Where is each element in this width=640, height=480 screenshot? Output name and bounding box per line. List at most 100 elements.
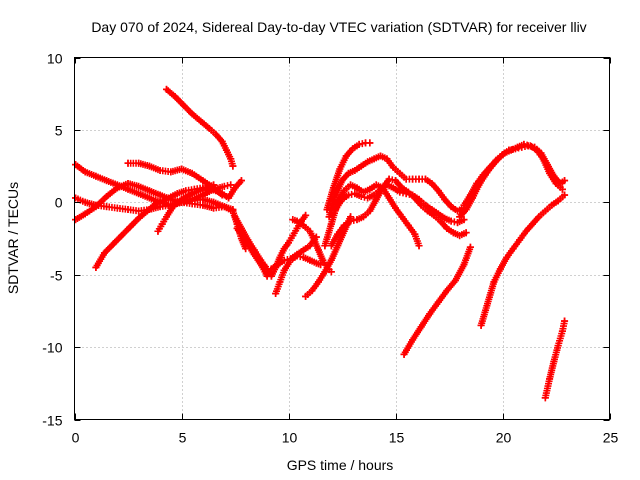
data-point — [377, 185, 385, 193]
data-point — [548, 201, 556, 209]
data-point — [353, 184, 361, 192]
data-point — [124, 179, 132, 187]
data-point — [409, 175, 417, 183]
data-point — [178, 165, 185, 173]
series-track-v — [541, 317, 569, 402]
data-point — [145, 187, 153, 195]
data-point — [355, 140, 363, 148]
data-point — [357, 193, 365, 201]
data-point — [400, 350, 408, 358]
data-point — [306, 256, 314, 264]
data-point — [466, 243, 474, 251]
data-point — [109, 240, 117, 248]
data-point — [456, 232, 464, 240]
data-point — [434, 210, 442, 218]
data-point — [522, 227, 530, 235]
data-point — [402, 190, 410, 198]
data-point — [561, 317, 569, 325]
data-point — [334, 230, 342, 238]
data-point — [156, 198, 164, 206]
data-point — [396, 188, 404, 196]
data-point — [233, 224, 241, 232]
data-point — [561, 177, 569, 185]
data-point — [299, 246, 307, 254]
x-tick-label: 10 — [282, 430, 298, 446]
data-point — [135, 182, 143, 190]
data-point — [404, 221, 412, 229]
data-point — [347, 181, 355, 189]
data-point — [287, 256, 295, 264]
data-point — [306, 227, 314, 235]
data-point — [411, 230, 419, 238]
data-point — [124, 206, 132, 214]
data-point — [499, 151, 506, 159]
data-point — [359, 213, 367, 221]
data-point — [477, 321, 485, 329]
data-point — [293, 252, 301, 260]
data-point — [220, 203, 228, 211]
data-point — [558, 185, 566, 193]
data-point — [124, 159, 132, 167]
data-point — [364, 158, 372, 166]
data-point — [336, 165, 344, 173]
data-point — [454, 219, 462, 227]
data-point — [550, 358, 558, 366]
data-point — [366, 207, 374, 215]
data-point — [492, 156, 500, 164]
data-point — [299, 221, 307, 229]
data-point — [370, 191, 378, 199]
data-point — [188, 190, 196, 198]
data-point — [302, 211, 310, 219]
data-point — [156, 191, 164, 199]
data-point — [188, 110, 196, 118]
data-point — [389, 164, 397, 172]
data-point — [81, 210, 89, 218]
data-point — [263, 272, 271, 280]
data-point — [205, 124, 213, 132]
data-point — [447, 217, 455, 225]
data-point — [327, 256, 335, 264]
data-point — [156, 166, 164, 174]
y-tick-label: 5 — [55, 123, 63, 139]
data-point — [135, 207, 143, 215]
data-point — [332, 206, 340, 214]
data-point — [447, 203, 455, 211]
data-point — [126, 223, 134, 231]
data-point — [347, 217, 355, 225]
data-point — [454, 207, 462, 215]
x-tick-label: 15 — [389, 430, 405, 446]
y-tick-label: -10 — [42, 340, 62, 356]
data-point — [113, 184, 121, 192]
data-point — [118, 232, 126, 240]
data-point — [383, 181, 391, 189]
data-point — [220, 182, 228, 190]
data-point — [344, 169, 352, 177]
data-point — [543, 161, 551, 169]
data-point — [441, 214, 449, 222]
data-point — [372, 195, 380, 203]
data-point — [169, 203, 177, 211]
data-point — [503, 253, 511, 261]
data-point — [428, 179, 436, 187]
data-point — [456, 213, 464, 221]
data-point — [280, 266, 288, 274]
data-point — [327, 268, 335, 276]
data-point — [556, 179, 564, 187]
data-point — [103, 203, 111, 211]
data-point — [314, 278, 322, 286]
data-point — [100, 249, 108, 257]
data-point — [479, 171, 487, 179]
y-tick-label: -5 — [50, 268, 63, 284]
data-point — [173, 190, 181, 198]
data-point — [554, 197, 562, 205]
data-point — [370, 155, 378, 163]
data-point — [143, 207, 151, 215]
data-point — [250, 250, 258, 258]
data-point — [392, 177, 399, 185]
data-point — [462, 206, 470, 214]
data-point — [199, 185, 207, 193]
data-point — [443, 287, 451, 295]
x-tick-label: 20 — [496, 430, 512, 446]
data-point — [496, 265, 504, 273]
data-point — [392, 204, 399, 212]
